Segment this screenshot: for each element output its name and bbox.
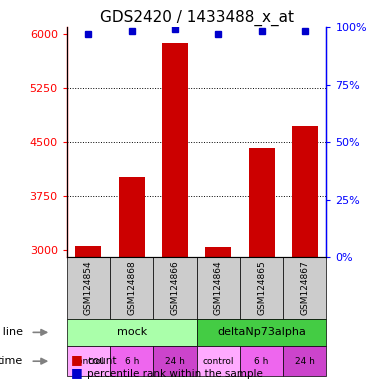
Text: GSM124868: GSM124868 — [127, 261, 136, 315]
Text: ■: ■ — [70, 353, 82, 366]
FancyBboxPatch shape — [197, 319, 326, 346]
Text: GSM124854: GSM124854 — [84, 261, 93, 315]
Text: 24 h: 24 h — [165, 357, 185, 366]
Text: 24 h: 24 h — [295, 357, 315, 366]
Text: 6 h: 6 h — [255, 357, 269, 366]
Text: ■: ■ — [70, 366, 82, 379]
FancyBboxPatch shape — [197, 257, 240, 319]
Text: GSM124867: GSM124867 — [301, 261, 309, 315]
FancyBboxPatch shape — [67, 346, 110, 376]
Text: count: count — [87, 356, 117, 366]
Text: percentile rank within the sample: percentile rank within the sample — [87, 369, 263, 379]
Text: mock: mock — [116, 328, 147, 338]
FancyBboxPatch shape — [283, 257, 326, 319]
Bar — [119, 177, 145, 257]
Bar — [75, 246, 101, 257]
Bar — [205, 247, 231, 257]
Title: GDS2420 / 1433488_x_at: GDS2420 / 1433488_x_at — [100, 9, 293, 25]
Text: GSM124865: GSM124865 — [257, 261, 266, 315]
FancyBboxPatch shape — [197, 346, 240, 376]
Text: control: control — [203, 357, 234, 366]
FancyBboxPatch shape — [240, 346, 283, 376]
FancyBboxPatch shape — [283, 346, 326, 376]
Text: control: control — [73, 357, 104, 366]
FancyBboxPatch shape — [67, 257, 110, 319]
Bar — [162, 43, 188, 257]
FancyBboxPatch shape — [110, 346, 153, 376]
FancyBboxPatch shape — [240, 257, 283, 319]
FancyBboxPatch shape — [110, 257, 153, 319]
FancyBboxPatch shape — [153, 257, 197, 319]
Bar — [292, 126, 318, 257]
FancyBboxPatch shape — [153, 346, 197, 376]
Text: time: time — [0, 356, 23, 366]
Text: GSM124866: GSM124866 — [171, 261, 180, 315]
FancyBboxPatch shape — [67, 319, 197, 346]
Text: deltaNp73alpha: deltaNp73alpha — [217, 328, 306, 338]
Bar — [249, 148, 275, 257]
Text: cell line: cell line — [0, 328, 23, 338]
Text: 6 h: 6 h — [125, 357, 139, 366]
Text: GSM124864: GSM124864 — [214, 261, 223, 315]
